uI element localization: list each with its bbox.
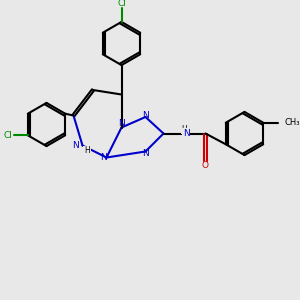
Text: Cl: Cl bbox=[3, 131, 12, 140]
Text: N: N bbox=[118, 118, 125, 127]
Text: O: O bbox=[202, 161, 209, 170]
Text: Cl: Cl bbox=[117, 0, 126, 8]
Text: H: H bbox=[182, 124, 188, 134]
Text: N: N bbox=[183, 129, 189, 138]
Text: N: N bbox=[142, 148, 149, 158]
Text: N: N bbox=[73, 141, 79, 150]
Text: N: N bbox=[100, 153, 107, 162]
Text: N: N bbox=[142, 111, 149, 120]
Text: CH₃: CH₃ bbox=[284, 118, 300, 127]
Text: H: H bbox=[84, 146, 90, 155]
